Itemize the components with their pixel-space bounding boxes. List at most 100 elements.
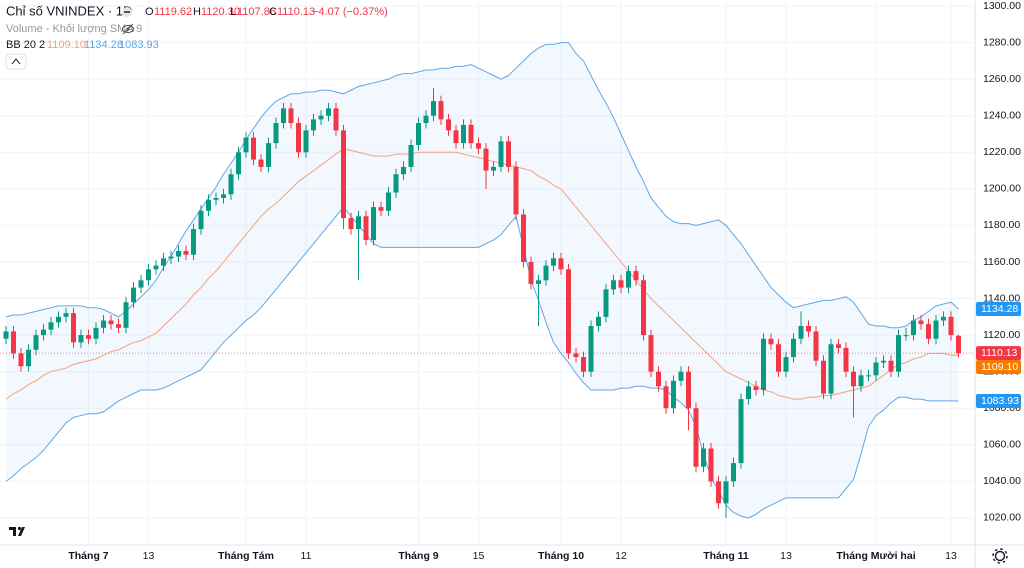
bb-middle-badge-bg: [976, 360, 1021, 375]
y-tick-label: 1020.00: [983, 512, 1021, 524]
settings-button[interactable]: [992, 548, 1008, 564]
x-tick-label: Tháng 11: [703, 550, 749, 562]
candle-body: [453, 130, 459, 144]
candle-body: [138, 280, 144, 288]
candle-body: [528, 261, 534, 284]
candle-body: [273, 123, 279, 144]
candle-body: [903, 335, 909, 337]
candle-body: [41, 329, 46, 336]
candle-body: [746, 386, 751, 400]
x-tick-label: Tháng Mười hai: [836, 550, 915, 562]
candle-body: [281, 108, 286, 124]
candle-body: [926, 324, 931, 339]
band-fill: [6, 42, 959, 518]
candle-body: [101, 320, 106, 328]
candle-body: [11, 331, 16, 354]
y-tick-label: 1040.00: [983, 475, 1021, 487]
x-tick-label: 13: [143, 550, 155, 562]
candle-body: [911, 320, 916, 336]
candle-body: [56, 316, 61, 323]
candle-body: [603, 289, 609, 317]
candle-body: [708, 448, 714, 482]
candle-body: [213, 197, 219, 200]
candle-body: [408, 144, 414, 167]
high-value: 1120.30: [201, 6, 240, 18]
candle-body: [206, 199, 211, 211]
eye-icon[interactable]: [122, 23, 134, 35]
candle-body: [806, 325, 811, 332]
candle-body: [146, 269, 151, 281]
candle-body: [131, 287, 136, 303]
candles: [0, 88, 975, 518]
logo-bg: [6, 520, 28, 540]
candle-body: [221, 194, 226, 198]
candle-body: [933, 320, 939, 339]
candle-body: [738, 399, 744, 464]
candle-body: [633, 271, 639, 281]
candle-body: [116, 324, 121, 328]
candle-body: [596, 316, 601, 326]
candle-body: [656, 371, 661, 387]
candle-body: [843, 347, 849, 372]
candle-body: [873, 362, 879, 376]
candle-body: [761, 338, 766, 390]
candle-body: [776, 344, 781, 372]
candle-body: [948, 316, 954, 336]
candle-body: [296, 123, 301, 153]
candle-body: [513, 166, 519, 215]
y-tick-label: 1180.00: [983, 219, 1020, 231]
candle-body: [851, 371, 856, 387]
candle-body: [348, 218, 354, 230]
change: −4.07 (−0.37%): [312, 6, 388, 18]
tradingview-logo: [6, 520, 28, 540]
candle-body: [93, 327, 99, 339]
y-tick-label: 1200.00: [983, 183, 1021, 195]
candle-body: [468, 124, 474, 144]
legend: Chỉ số VNINDEX · 1D O 1119.62 H 1120.30 …: [5, 3, 388, 70]
candle-body: [401, 166, 406, 175]
low-value: 1107.86: [237, 6, 276, 18]
gear-teeth: [992, 548, 1008, 564]
candle-body: [866, 375, 871, 377]
candle-body: [918, 320, 924, 325]
candle-body: [303, 130, 309, 153]
candle-body: [438, 101, 444, 120]
candle-body: [311, 119, 316, 131]
candle-body: [678, 371, 684, 381]
candle-body: [363, 216, 369, 241]
candle-body: [956, 335, 961, 354]
candle-body: [828, 344, 834, 394]
bb-middle-value: 1109.10: [47, 39, 86, 51]
candle-body: [378, 207, 384, 211]
candle-body: [423, 115, 429, 124]
candle-body: [161, 258, 166, 266]
candle-body: [543, 265, 549, 281]
collapse-button[interactable]: [5, 53, 27, 70]
candle-body: [588, 325, 594, 372]
candle-body: [431, 101, 436, 116]
candle-body: [896, 335, 901, 372]
y-tick-label: 1300.00: [983, 0, 1021, 12]
x-tick-label: 13: [945, 550, 957, 562]
candle-body: [288, 108, 294, 124]
market-status-icon: [124, 11, 130, 13]
last-price-badge: 1110.13: [981, 347, 1018, 359]
candle-body: [813, 331, 819, 361]
candle-body: [618, 280, 624, 288]
candle-body: [686, 371, 691, 409]
candle-body: [108, 320, 114, 325]
high-letter: H: [193, 6, 201, 18]
candle-body: [123, 302, 129, 328]
candle-body: [236, 152, 241, 175]
candle-body: [416, 123, 421, 145]
x-tick-label: Tháng 7: [68, 550, 108, 562]
candle-body: [371, 207, 376, 241]
candle-body: [611, 280, 616, 290]
candle-body: [491, 166, 496, 171]
candle-body: [881, 360, 886, 363]
volume-legend[interactable]: Volume - Khối lượng SMA 9: [6, 23, 142, 35]
logo-mark: [9, 527, 25, 536]
candle-body: [723, 481, 729, 504]
axes: 1020.001040.001060.001080.001100.001120.…: [68, 0, 1021, 562]
